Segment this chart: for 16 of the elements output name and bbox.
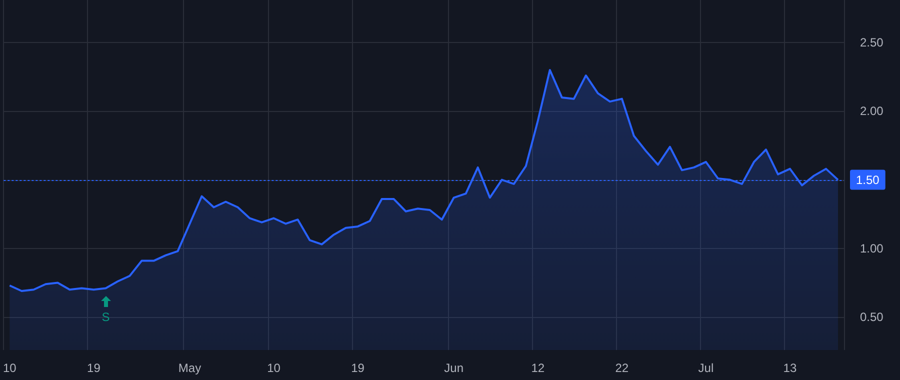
x-tick-label: 12: [531, 361, 545, 375]
x-tick-label: Jul: [698, 361, 714, 375]
x-tick-label: Jun: [444, 361, 464, 375]
y-tick-label: 0.50: [860, 310, 884, 324]
y-tick-label: 2.00: [860, 104, 884, 118]
y-tick-label: 1.00: [860, 241, 884, 256]
x-tick-label: 22: [615, 361, 629, 375]
annotation: S: [102, 310, 110, 324]
x-tick-label: 19: [87, 361, 101, 375]
x-tick-label: 13: [783, 361, 797, 375]
y-tick-label: 2.50: [860, 36, 884, 50]
ref-line-label: 1.50: [856, 172, 880, 187]
x-tick-label: May: [178, 361, 202, 375]
x-tick-label: 19: [351, 361, 365, 375]
x-tick-label: 10: [2, 361, 17, 375]
x-tick-label: 10: [267, 361, 281, 375]
